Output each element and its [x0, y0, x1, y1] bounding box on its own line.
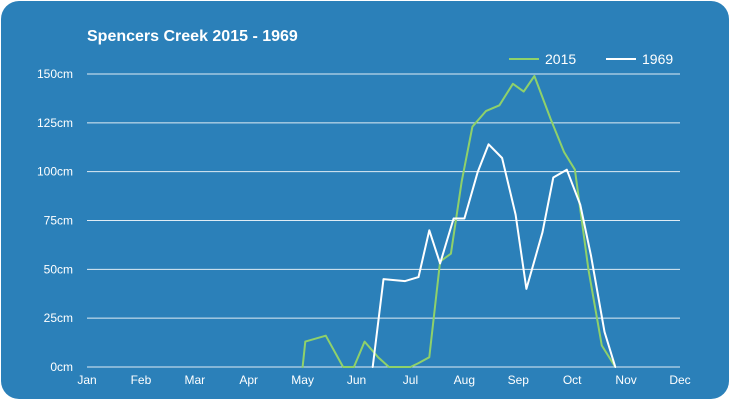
- x-tick-label: Feb: [131, 373, 152, 387]
- series-line-2015: [301, 75, 617, 368]
- x-tick-label: Apr: [239, 373, 258, 387]
- y-axis-ticks: 0cm 25cm 50cm 75cm 100cm 125cm 150cm: [37, 67, 73, 374]
- x-tick-label: Jan: [77, 373, 96, 387]
- legend[interactable]: 2015 1969: [509, 51, 673, 67]
- legend-item-1969[interactable]: 1969: [606, 51, 673, 67]
- x-tick-label: Nov: [615, 373, 636, 387]
- x-tick-label: Dec: [669, 373, 690, 387]
- x-tick-label: Oct: [563, 373, 582, 387]
- x-tick-label: Aug: [454, 373, 475, 387]
- y-tick-label: 50cm: [44, 262, 73, 276]
- legend-item-2015[interactable]: 2015: [509, 51, 576, 67]
- x-tick-label: Mar: [184, 373, 205, 387]
- series-lines: [301, 75, 617, 368]
- y-tick-label: 75cm: [44, 214, 73, 228]
- grid-lines: [87, 73, 680, 368]
- x-tick-label: Sep: [508, 373, 530, 387]
- y-tick-label: 100cm: [37, 165, 73, 179]
- series-line-1969: [371, 143, 617, 368]
- y-tick-label: 25cm: [44, 311, 73, 325]
- y-tick-label: 0cm: [50, 360, 73, 374]
- x-tick-label: May: [291, 373, 314, 387]
- x-tick-label: Jul: [403, 373, 418, 387]
- legend-label: 1969: [642, 51, 673, 67]
- y-tick-label: 125cm: [37, 116, 73, 130]
- x-axis-ticks: Jan Feb Mar Apr May Jun Jul Aug Sep Oct Nov Dec: [77, 373, 690, 387]
- chart-title: Spencers Creek 2015 - 1969: [87, 28, 298, 45]
- y-tick-label: 150cm: [37, 67, 73, 81]
- legend-label: 2015: [545, 51, 576, 67]
- x-tick-label: Jun: [347, 373, 366, 387]
